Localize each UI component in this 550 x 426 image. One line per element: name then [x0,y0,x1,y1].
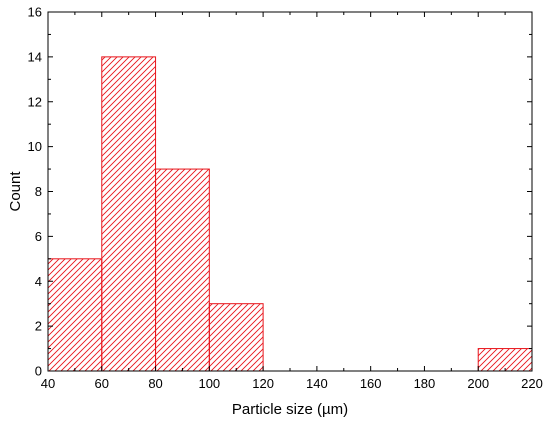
x-tick-label-200: 200 [467,376,489,391]
bars-group [47,56,533,372]
y-tick-label-0: 0 [35,364,42,379]
y-tick-label-14: 14 [28,49,42,64]
x-tick-label-180: 180 [414,376,436,391]
x-tick-label-160: 160 [360,376,382,391]
y-tick-label-2: 2 [35,319,42,334]
y-tick-label-16: 16 [28,5,42,20]
x-axis-title: Particle size (µm) [232,401,348,418]
histogram-bar-60-80 [101,56,157,372]
histogram-bar-100-120 [208,303,264,372]
y-tick-label-4: 4 [35,274,42,289]
x-tick-label-140: 140 [306,376,328,391]
x-tick-label-120: 120 [252,376,274,391]
histogram-bar-80-100 [155,168,210,372]
x-tick-label-60: 60 [95,376,109,391]
y-tick-label-12: 12 [28,94,42,109]
x-tick-label-40: 40 [41,376,55,391]
histogram-bar-40-60 [47,258,103,372]
x-tick-label-100: 100 [198,376,220,391]
y-tick-label-10: 10 [28,139,42,154]
x-tick-label-220: 220 [521,376,543,391]
y-tick-label-6: 6 [35,229,42,244]
x-tick-label-80: 80 [148,376,162,391]
ticks-group: 40 60 80 100 120 140 160 180 200 220 0 2 4 6 8 10 12 14 16 [28,5,543,392]
y-axis-title: Count [7,171,24,212]
histogram-bar-200-220 [477,348,533,372]
y-tick-label-8: 8 [35,184,42,199]
